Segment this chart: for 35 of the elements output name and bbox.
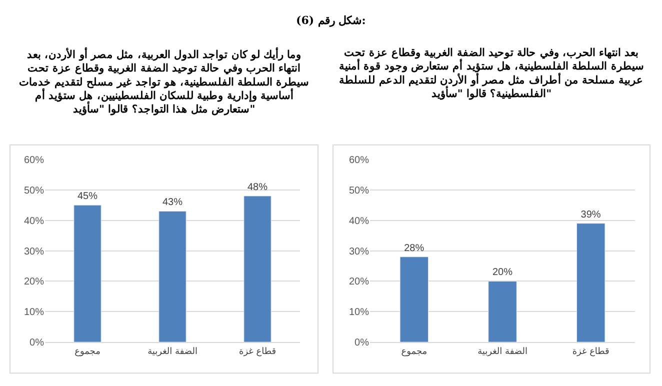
y-tick-label: 10%: [24, 307, 44, 318]
data-label: 48%: [247, 182, 268, 193]
chart-title: وما رأيك لو كان تواجد الدول العربية، مثل مصر أو الأردن، بعد انتهاء الحرب وفي حالة توحيد الضفة الغربية وقطاع عزة تحت سيطرة السلطة الفلسطينية، هو تواجد غير مسلح لتقديم خدمات أساسية وإدارية وطبية للسكان الفلسطينيين، هل ستؤيد أم ستعارض مثل هذا التواجد؟ قالوا "سأؤيد": [19, 47, 310, 116]
data-label: 39%: [580, 209, 601, 220]
y-tick-label: 30%: [24, 246, 44, 258]
y-tick-label: 60%: [24, 154, 44, 166]
y-tick-label: 50%: [348, 185, 370, 196]
x-tick-label: قطاع غزة: [238, 346, 276, 357]
y-tick-label: 40%: [24, 216, 44, 227]
y-tick-label: 60%: [348, 154, 370, 166]
text: شكل رقم (6):: [296, 14, 366, 27]
y-tick-label: 30%: [348, 246, 370, 258]
bar: [158, 210, 186, 342]
x-tick-label: الضفة الغربية: [478, 346, 528, 357]
bar: [488, 280, 517, 342]
bar: [74, 204, 102, 342]
data-label: 45%: [77, 191, 98, 202]
x-tick-label: مجموع: [401, 346, 428, 357]
y-tick-label: 10%: [348, 307, 370, 318]
y-tick-label: 20%: [348, 276, 370, 288]
data-label: 20%: [492, 267, 513, 278]
data-label: 28%: [404, 242, 424, 254]
x-tick-label: الضفة الغربية: [148, 346, 198, 357]
data-label: 43%: [162, 197, 183, 208]
y-tick-label: 40%: [348, 216, 370, 227]
bar: [576, 223, 606, 342]
bar: [244, 196, 272, 342]
y-tick-label: 50%: [24, 185, 44, 196]
y-tick-label: 0%: [354, 338, 370, 349]
bar: [400, 256, 429, 342]
x-tick-label: مجموع: [74, 346, 101, 357]
y-tick-label: 20%: [24, 276, 44, 288]
x-tick-label: قطاع غزة: [572, 346, 610, 357]
chart-title: بعد انتهاء الحرب، وفي حالة توحيد الضفة الغربية وقطاع عزة تحت سيطرة السلطة الفلسطينية، هل ستؤيد أم ستعارض وجود قوة أمنية عربية مسلحة من أطراف مثل مصر أو الأردن لتقديم الدعم للسلطة الفلسطينية؟ قالوا "سأؤيد": [339, 47, 644, 100]
y-tick-label: 0%: [30, 338, 44, 349]
